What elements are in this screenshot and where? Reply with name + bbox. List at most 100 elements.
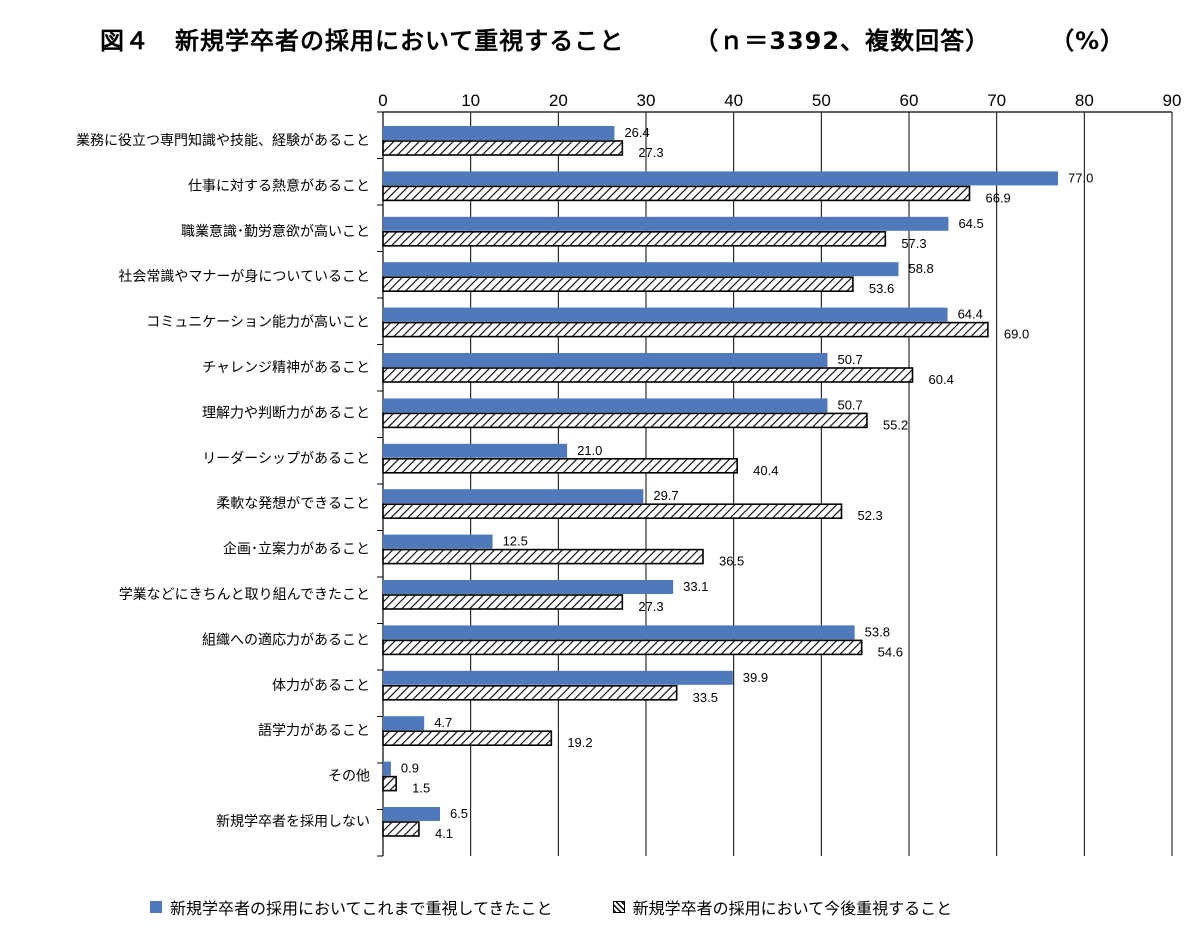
- bar-past: [383, 716, 425, 731]
- value-label-future: 55.2: [883, 417, 908, 432]
- bar-future: [382, 730, 553, 747]
- bar-future: [382, 321, 989, 338]
- x-tick-label: 30: [637, 91, 656, 110]
- value-label-future: 27.3: [638, 599, 663, 614]
- value-label-past: 50.7: [837, 352, 862, 367]
- category-label: 新規学卒者を採用しない: [216, 814, 370, 830]
- category-label: 理解力や判断力があること: [202, 405, 370, 421]
- category-label: コミュニケーション能力が高いこと: [146, 314, 370, 331]
- category-label: 学業などにきちんと取り組んできたこと: [119, 587, 370, 603]
- value-label-future: 1.5: [412, 781, 430, 796]
- x-tick-label: 90: [1163, 91, 1182, 110]
- bar-past: [383, 807, 440, 821]
- value-label-past: 26.4: [624, 125, 649, 140]
- value-label-past: 29.7: [653, 488, 678, 503]
- category-label: 語学力があること: [258, 723, 370, 739]
- legend-label-future: 新規学卒者の採用において今後重視すること: [632, 899, 953, 918]
- category-label: 企画･立案力があること: [223, 541, 370, 558]
- title-main: 図４ 新規学卒者の採用において重視すること: [100, 26, 625, 55]
- bar-future: [382, 775, 397, 792]
- bar-future: [382, 503, 843, 520]
- x-tick-label: 70: [987, 91, 1006, 110]
- bar-future: [382, 548, 704, 565]
- value-label-future: 54.6: [878, 644, 903, 659]
- legend-swatch-solid: [150, 901, 162, 913]
- value-label-future: 53.6: [869, 281, 894, 296]
- x-tick-label: 10: [461, 91, 480, 110]
- title-unit: （%）: [1050, 26, 1126, 55]
- value-label-past: 50.7: [837, 397, 862, 412]
- value-label-future: 19.2: [567, 735, 592, 750]
- bars: [382, 126, 1059, 837]
- bar-past: [383, 443, 568, 458]
- value-label-past: 4.7: [434, 715, 452, 730]
- value-label-past: 77.0: [1068, 170, 1093, 185]
- bar-future: [382, 412, 868, 429]
- bar-future: [382, 185, 971, 202]
- bar-past: [383, 171, 1059, 186]
- bar-future: [382, 457, 738, 474]
- bar-past: [383, 353, 828, 367]
- bar-past: [383, 625, 855, 640]
- bar-future: [382, 276, 854, 293]
- category-label: 社会常識やマナーが身についていること: [118, 269, 370, 285]
- x-tick-label: 50: [812, 91, 831, 110]
- bar-past: [383, 398, 828, 413]
- value-label-future: 36.5: [719, 554, 744, 569]
- legend-label-past: 新規学卒者の採用においてこれまで重視してきたこと: [170, 899, 553, 918]
- bar-future: [382, 140, 624, 156]
- bar-future: [382, 821, 420, 837]
- category-label: 組織への適応力があること: [202, 631, 370, 648]
- value-label-past: 33.1: [683, 579, 708, 594]
- x-tick-label: 60: [900, 91, 919, 110]
- bar-past: [383, 489, 644, 504]
- legend: 新規学卒者の採用においてこれまで重視してきたこと 新規学卒者の採用において今後重…: [150, 894, 1110, 920]
- bar-future: [382, 639, 863, 656]
- category-label: その他: [328, 769, 370, 785]
- legend-item-past: 新規学卒者の採用においてこれまで重視してきたこと: [150, 895, 553, 919]
- labels: 0 10 20 30 40 50 60 70 80 90 業務に役立つ専門知識や技能、経験があること…: [76, 91, 1181, 841]
- bar-past: [383, 307, 948, 322]
- category-label: 体力があること: [272, 678, 370, 694]
- value-label-future: 60.4: [929, 372, 954, 387]
- x-tick-label: 40: [724, 91, 743, 110]
- value-label-past: 64.5: [958, 216, 983, 231]
- category-label: チャレンジ精神があること: [202, 360, 370, 376]
- value-label-past: 64.4: [958, 307, 983, 322]
- chart-title: 図４ 新規学卒者の採用において重視すること （ｎ＝3392、複数回答） （%）: [100, 18, 1124, 58]
- bar-future: [382, 594, 624, 610]
- bar-past: [383, 534, 493, 549]
- bar-past: [383, 761, 391, 776]
- category-label: リーダーシップがあること: [202, 451, 370, 467]
- value-label-past: 53.8: [865, 624, 890, 639]
- category-label: 仕事に対する熱意があること: [188, 177, 370, 194]
- value-label-future: 69.0: [1004, 327, 1029, 342]
- value-label-future: 27.3: [638, 145, 663, 160]
- bar-past: [383, 670, 733, 685]
- x-tick-label: 20: [549, 91, 568, 110]
- value-label-past: 21.0: [577, 443, 602, 458]
- category-label: 職業意識･勤労意欲が高いこと: [181, 223, 370, 240]
- category-label: 業務に役立つ専門知識や技能、経験があること: [76, 132, 370, 149]
- bar-past: [383, 262, 899, 277]
- value-label-past: 0.9: [401, 761, 419, 776]
- bar-future: [382, 367, 914, 383]
- value-label-future: 33.5: [693, 690, 718, 705]
- bar-past: [383, 216, 949, 231]
- bar-future: [382, 684, 678, 701]
- value-label-past: 39.9: [743, 670, 768, 685]
- value-label-past: 6.5: [450, 806, 468, 821]
- bar-past: [383, 580, 674, 594]
- legend-item-future: 新規学卒者の採用において今後重視すること: [612, 895, 953, 919]
- value-label-past: 12.5: [503, 534, 528, 549]
- value-label-future: 57.3: [901, 236, 926, 251]
- value-label-future: 66.9: [985, 190, 1010, 205]
- bar-past: [383, 126, 615, 140]
- legend-swatch-hatch: [612, 901, 625, 913]
- x-tick-label: 80: [1075, 91, 1094, 110]
- x-tick-label: 0: [378, 91, 387, 110]
- value-label-future: 52.3: [857, 508, 882, 523]
- bar-future: [382, 231, 887, 247]
- category-label: 柔軟な発想ができること: [216, 496, 370, 512]
